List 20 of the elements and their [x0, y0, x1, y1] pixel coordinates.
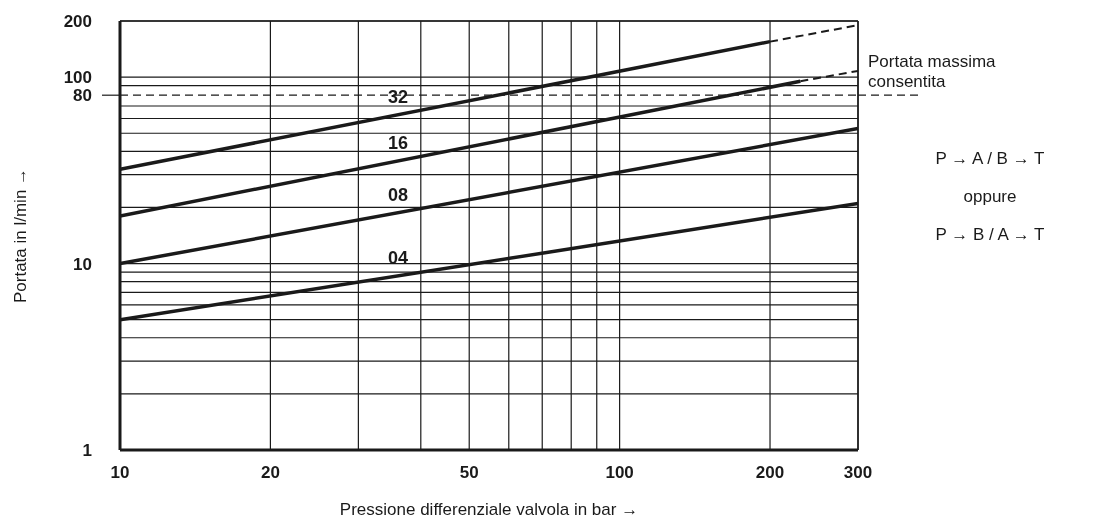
x-tick-label: 10: [110, 463, 130, 483]
x-tick-label: 50: [459, 463, 479, 483]
x-axis-title: Pressione differenziale valvola in bar →: [339, 500, 639, 519]
ref-line-label: Portata massima consentita: [868, 52, 997, 92]
x-tick-label: 300: [843, 463, 873, 483]
y-tick-label: 1: [82, 441, 92, 461]
text: P → A / B → T: [934, 148, 1046, 170]
y-tick-label: 10: [73, 254, 92, 274]
y-tick-label: 100: [63, 68, 92, 88]
series-label: 08: [387, 184, 408, 205]
series-label: 32: [387, 86, 408, 107]
series-label: 16: [387, 132, 408, 153]
x-tick-label: 20: [260, 463, 280, 483]
y-tick-label: 200: [63, 12, 92, 32]
x-tick-label: 200: [755, 463, 785, 483]
y-axis-title: Portata in l/min →: [11, 167, 31, 304]
text: oppure: [962, 186, 1018, 208]
y-tick-label: 80: [73, 86, 92, 106]
text: P → B / A → T: [934, 224, 1046, 246]
x-tick-label: 100: [605, 463, 634, 483]
